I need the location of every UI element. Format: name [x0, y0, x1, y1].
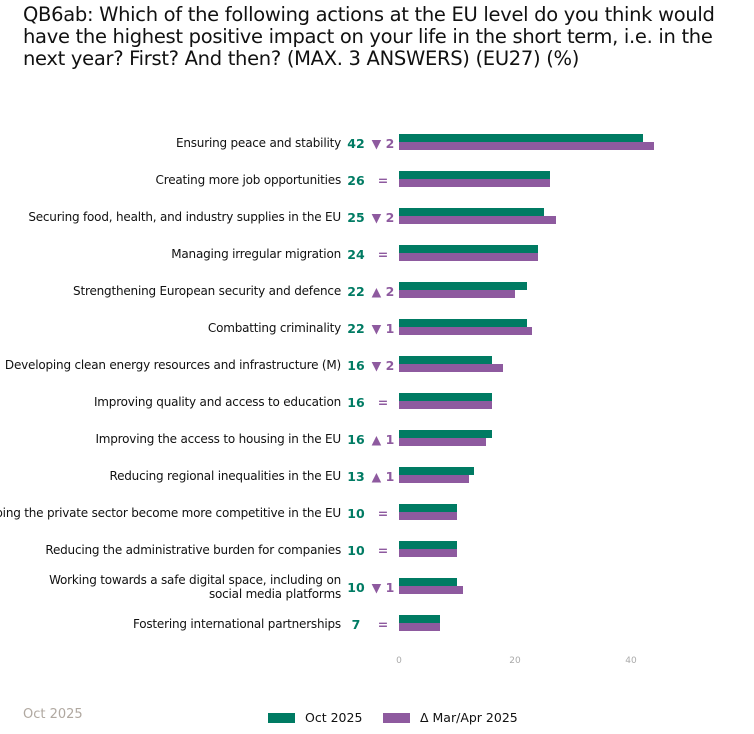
delta-label: =	[377, 506, 389, 521]
category-label: Working towards a safe digital space, in…	[49, 573, 341, 601]
legend-item-current: Oct 2025	[268, 710, 362, 725]
category-label: Securing food, health, and industry supp…	[28, 210, 341, 224]
legend-label-current: Oct 2025	[305, 710, 363, 725]
category-label: Strengthening European security and defe…	[73, 284, 341, 298]
x-tick-label: 20	[509, 656, 521, 666]
value-label: 22	[347, 284, 365, 299]
bar-mar-apr-2025	[399, 364, 504, 372]
value-label: 26	[347, 173, 365, 188]
legend-swatch-current	[268, 712, 295, 723]
bar-oct-2025	[399, 430, 492, 438]
value-label: 16	[347, 395, 365, 410]
bar-oct-2025	[399, 504, 457, 512]
bar-mar-apr-2025	[399, 179, 550, 187]
value-label: 7	[351, 617, 361, 632]
bar-oct-2025	[399, 578, 457, 586]
bar-mar-apr-2025	[399, 327, 533, 335]
delta-label: ▲ 2	[371, 284, 395, 299]
delta-label: ▲ 1	[371, 432, 395, 447]
category-label: Reducing the administrative burden for c…	[45, 543, 341, 557]
delta-label: =	[377, 617, 389, 632]
category-label: Fostering international partnerships	[132, 617, 341, 631]
delta-label: ▼ 2	[371, 136, 395, 151]
category-label: Combatting criminality	[207, 321, 341, 335]
bar-mar-apr-2025	[399, 475, 469, 483]
bar-oct-2025	[399, 356, 492, 364]
bar-mar-apr-2025	[399, 586, 463, 594]
legend-item-previous: Δ Mar/Apr 2025	[383, 710, 518, 725]
category-label: Managing irregular migration	[171, 247, 341, 261]
delta-label: ▼ 1	[371, 580, 395, 595]
chart-title: QB6ab: Which of the following actions at…	[23, 3, 715, 70]
delta-label: ▼ 2	[371, 210, 395, 225]
delta-label: =	[377, 395, 389, 410]
category-label: Reducing regional inequalities in the EU	[109, 469, 341, 483]
category-label: Improving the access to housing in the E…	[95, 432, 341, 446]
bar-mar-apr-2025	[399, 216, 556, 224]
bar-oct-2025	[399, 393, 492, 401]
value-label: 16	[347, 358, 365, 373]
bar-mar-apr-2025	[399, 401, 492, 409]
bar-mar-apr-2025	[399, 290, 515, 298]
category-label: Developing clean energy resources and in…	[4, 358, 341, 372]
bar-oct-2025	[399, 171, 550, 179]
value-label: 10	[347, 543, 365, 558]
bar-oct-2025	[399, 467, 475, 475]
legend-swatch-previous	[383, 712, 410, 723]
footer-date: Oct 2025	[23, 707, 83, 722]
category-label: Helping the private sector become more c…	[0, 506, 341, 520]
legend-label-previous: Δ Mar/Apr 2025	[420, 710, 518, 725]
bar-mar-apr-2025	[399, 512, 457, 520]
value-label: 16	[347, 432, 365, 447]
category-label: Creating more job opportunities	[155, 173, 342, 187]
bar-mar-apr-2025	[399, 142, 655, 150]
value-label: 42	[347, 136, 365, 151]
bar-oct-2025	[399, 208, 544, 216]
bar-oct-2025	[399, 282, 527, 290]
value-label: 10	[347, 506, 365, 521]
x-tick-label: 0	[396, 656, 402, 666]
value-label: 10	[347, 580, 365, 595]
delta-label: ▼ 1	[371, 321, 395, 336]
bar-oct-2025	[399, 319, 527, 327]
bar-oct-2025	[399, 134, 643, 142]
category-label: Ensuring peace and stability	[175, 136, 341, 150]
bar-oct-2025	[399, 615, 440, 623]
delta-label: ▼ 2	[371, 358, 395, 373]
value-label: 13	[347, 469, 365, 484]
delta-label: ▲ 1	[371, 469, 395, 484]
bar-mar-apr-2025	[399, 549, 457, 557]
delta-label: =	[377, 247, 389, 262]
bar-mar-apr-2025	[399, 253, 539, 261]
bar-mar-apr-2025	[399, 438, 486, 446]
x-tick-label: 40	[625, 656, 637, 666]
delta-label: =	[377, 173, 389, 188]
bar-oct-2025	[399, 541, 457, 549]
category-label: Improving quality and access to educatio…	[93, 395, 341, 409]
delta-label: =	[377, 543, 389, 558]
value-label: 22	[347, 321, 365, 336]
value-label: 25	[347, 210, 365, 225]
bar-mar-apr-2025	[399, 623, 440, 631]
value-label: 24	[347, 247, 365, 262]
bar-oct-2025	[399, 245, 539, 253]
